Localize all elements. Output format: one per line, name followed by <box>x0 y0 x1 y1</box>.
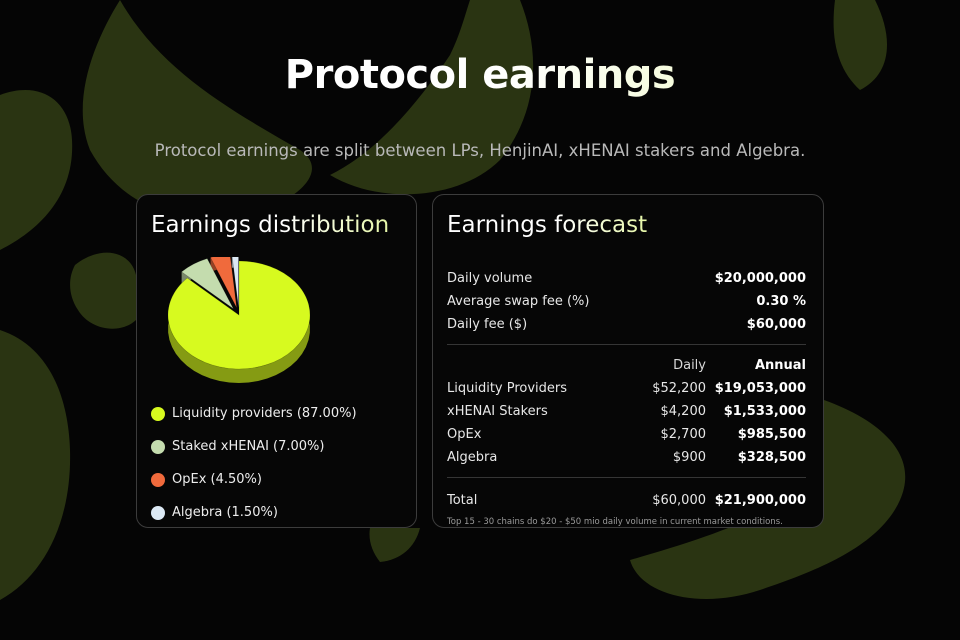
table-row: OpEx $2,700 $985,500 <box>447 423 806 446</box>
swap-fee-value: 0.30 % <box>756 294 806 309</box>
pie-slice <box>181 258 234 310</box>
column-header-annual: Annual <box>754 357 806 373</box>
column-header-daily: Daily <box>673 357 706 373</box>
divider <box>447 477 806 478</box>
distribution-pie-chart <box>167 257 311 383</box>
background-blob <box>0 90 73 250</box>
legend-item: Staked xHENAI (7.00%) <box>151 430 357 463</box>
divider <box>447 344 806 345</box>
row-label: Liquidity Providers <box>447 381 568 396</box>
legend-label: OpEx (4.50%) <box>172 472 262 487</box>
row-daily: $52,200 <box>652 381 706 396</box>
background-blob <box>70 252 136 329</box>
daily-volume-label: Daily volume <box>447 271 533 286</box>
total-daily: $60,000 <box>652 492 706 508</box>
legend-item: Algebra (1.50%) <box>151 496 357 529</box>
daily-volume-value: $20,000,000 <box>714 271 806 286</box>
total-row: Total $60,000 $21,900,000 <box>447 486 806 514</box>
row-label: OpEx <box>447 427 482 442</box>
row-daily: $900 <box>672 450 706 465</box>
background-blob <box>833 0 887 90</box>
background-blob <box>330 0 534 195</box>
row-label: Algebra <box>447 450 498 465</box>
legend-swatch <box>151 472 165 487</box>
total-label: Total <box>447 492 478 508</box>
legend-swatch <box>151 439 165 454</box>
legend-swatch <box>151 505 165 520</box>
daily-fee-value: $60,000 <box>746 317 806 332</box>
row-annual: $328,500 <box>737 450 806 465</box>
table-row: Liquidity Providers $52,200 $19,053,000 <box>447 377 806 400</box>
daily-volume-row: Daily volume $20,000,000 <box>447 267 806 290</box>
distribution-title: Earnings distribution <box>151 212 390 238</box>
legend-label: Algebra (1.50%) <box>172 505 278 520</box>
row-annual: $1,533,000 <box>723 404 806 419</box>
row-label: xHENAI Stakers <box>447 404 548 419</box>
background-blob <box>369 528 420 562</box>
forecast-table: Daily volume $20,000,000 Average swap fe… <box>447 267 806 527</box>
table-row: Algebra $900 $328,500 <box>447 446 806 469</box>
row-annual: $19,053,000 <box>714 381 806 396</box>
daily-fee-label: Daily fee ($) <box>447 317 528 332</box>
page-title: Protocol earnings <box>0 52 960 98</box>
pie-slice <box>210 257 237 308</box>
legend-item: Liquidity providers (87.00%) <box>151 397 357 430</box>
forecast-footnote: Top 15 - 30 chains do $20 - $50 mio dail… <box>447 517 783 527</box>
earnings-forecast-card: Earnings forecast Daily volume $20,000,0… <box>432 194 824 528</box>
legend-label: Staked xHENAI (7.00%) <box>172 439 325 454</box>
split-header-row: Daily Annual <box>447 353 806 377</box>
background-blob <box>82 0 312 220</box>
forecast-title: Earnings forecast <box>447 212 648 238</box>
distribution-legend: Liquidity providers (87.00%) Staked xHENA… <box>151 397 357 529</box>
swap-fee-label: Average swap fee (%) <box>447 294 590 309</box>
pie-slice <box>231 257 239 308</box>
total-annual: $21,900,000 <box>714 492 806 508</box>
pie-slice <box>167 260 311 370</box>
background-blob <box>630 400 906 599</box>
swap-fee-row: Average swap fee (%) 0.30 % <box>447 290 806 313</box>
table-row: xHENAI Stakers $4,200 $1,533,000 <box>447 400 806 423</box>
row-daily: $2,700 <box>660 427 707 442</box>
legend-swatch <box>151 406 165 421</box>
earnings-distribution-card: Earnings distribution Liquidity provider… <box>136 194 417 528</box>
row-annual: $985,500 <box>737 427 806 442</box>
legend-label: Liquidity providers (87.00%) <box>172 406 357 421</box>
background-blob <box>0 330 71 600</box>
daily-fee-row: Daily fee ($) $60,000 <box>447 313 806 336</box>
page-subtitle: Protocol earnings are split between LPs,… <box>154 141 806 160</box>
legend-item: OpEx (4.50%) <box>151 463 357 496</box>
row-daily: $4,200 <box>660 404 707 419</box>
